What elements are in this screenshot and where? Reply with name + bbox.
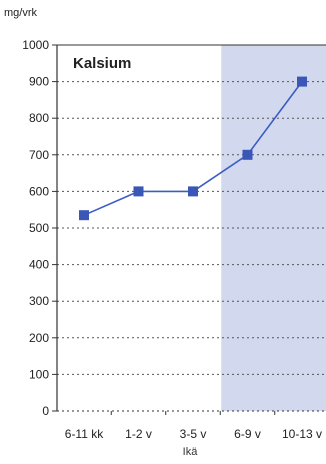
y-axis-unit-label: mg/vrk: [4, 7, 38, 19]
y-tick-label: 700: [29, 148, 49, 162]
series: [79, 76, 307, 221]
data-point: [297, 76, 307, 87]
y-tick-label: 200: [29, 331, 49, 345]
data-point: [133, 186, 144, 197]
data-point: [242, 149, 253, 160]
y-tick-label: 1000: [22, 38, 49, 52]
data-point: [79, 210, 89, 221]
x-tick-label: 1-2 v: [125, 427, 152, 441]
y-tick-labels: 0 100 200 300 400 500 600 700 800 900 1000: [22, 38, 57, 418]
y-tick-label: 100: [29, 367, 49, 381]
x-tick-label: 3-5 v: [180, 427, 207, 441]
y-tick-label: 300: [29, 294, 49, 308]
y-tick-label: 800: [29, 111, 49, 125]
y-tick-label: 600: [29, 184, 49, 198]
x-tick-label: 6-9 v: [234, 427, 261, 441]
chart-title: Kalsium: [73, 55, 131, 72]
x-tick-labels: 6-11 kk 1-2 v 3-5 v 6-9 v 10-13 v: [65, 411, 322, 441]
x-axis-label: Ikä: [183, 446, 199, 458]
data-point: [188, 186, 198, 197]
y-tick-label: 0: [42, 404, 49, 418]
x-tick-label: 6-11 kk: [65, 427, 104, 441]
y-tick-label: 900: [29, 75, 49, 89]
y-tick-label: 500: [29, 221, 49, 235]
x-tick-label: 10-13 v: [282, 427, 322, 441]
y-tick-label: 400: [29, 258, 49, 272]
